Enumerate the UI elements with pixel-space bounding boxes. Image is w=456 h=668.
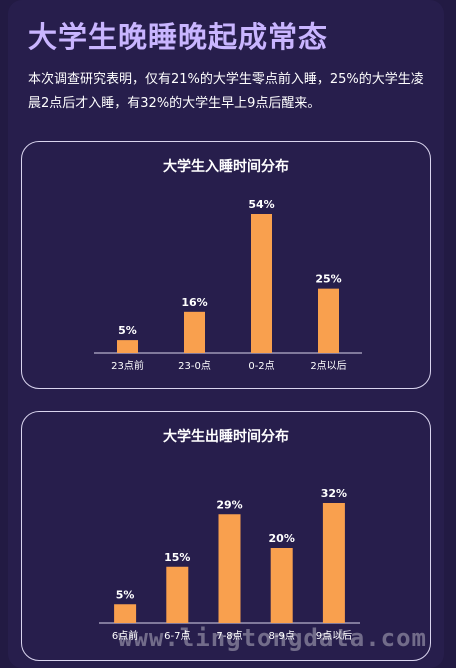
tick-label: 6点前 bbox=[112, 629, 138, 642]
page-description: 本次调查研究表明，仅有21%的大学生零点前入睡，25%的大学生凌晨2点后才入睡，… bbox=[28, 72, 424, 111]
chart-panel-waketime: 大学生出睡时间分布 5% 6点前 15% 6-7点 29% 7-8点 20% 8-9点 32% 9… bbox=[21, 411, 431, 661]
tick-label: 6-7点 bbox=[164, 630, 190, 642]
tick-label: 23-0点 bbox=[178, 360, 211, 372]
chart-panel-bedtime: 大学生入睡时间分布 5% 23点前 16% 23-0点 54% 0-2点 25% 2点以后 bbox=[21, 141, 431, 389]
data-label: 20% bbox=[269, 532, 295, 545]
tick-label: 9点以后 bbox=[316, 630, 352, 642]
data-label: 5% bbox=[118, 324, 137, 337]
tick-label: 7-8点 bbox=[216, 630, 242, 642]
data-label: 29% bbox=[216, 498, 242, 511]
data-label: 5% bbox=[116, 588, 135, 601]
data-label: 32% bbox=[321, 487, 347, 500]
bar bbox=[322, 503, 345, 623]
bar bbox=[114, 604, 137, 623]
page-title: 大学生晚睡晚起成常态 bbox=[28, 20, 329, 54]
chart-title: 大学生入睡时间分布 bbox=[163, 159, 289, 175]
data-label: 54% bbox=[248, 198, 274, 211]
bar bbox=[166, 566, 189, 623]
bar bbox=[318, 288, 339, 353]
bedtime-chart: 5% 23点前 16% 23-0点 54% 0-2点 25% 2点以后 bbox=[94, 198, 362, 372]
tick-label: 8-9点 bbox=[269, 630, 295, 642]
tick-label: 0-2点 bbox=[248, 360, 274, 372]
watermark: www.lingtongdata.com bbox=[118, 624, 427, 652]
data-label: 25% bbox=[315, 273, 341, 286]
chart-title: 大学生出睡时间分布 bbox=[163, 429, 289, 445]
tick-label: 23点前 bbox=[111, 359, 144, 372]
bar bbox=[218, 514, 241, 623]
waketime-chart: 5% 6点前 15% 6-7点 29% 7-8点 20% 8-9点 32% 9点以后 bbox=[99, 487, 360, 642]
bar bbox=[270, 548, 293, 623]
data-label: 15% bbox=[164, 551, 190, 564]
bar bbox=[184, 311, 205, 353]
tick-label: 2点以后 bbox=[310, 360, 346, 372]
data-label: 16% bbox=[181, 296, 207, 309]
bar bbox=[117, 340, 138, 353]
bar bbox=[251, 214, 272, 353]
